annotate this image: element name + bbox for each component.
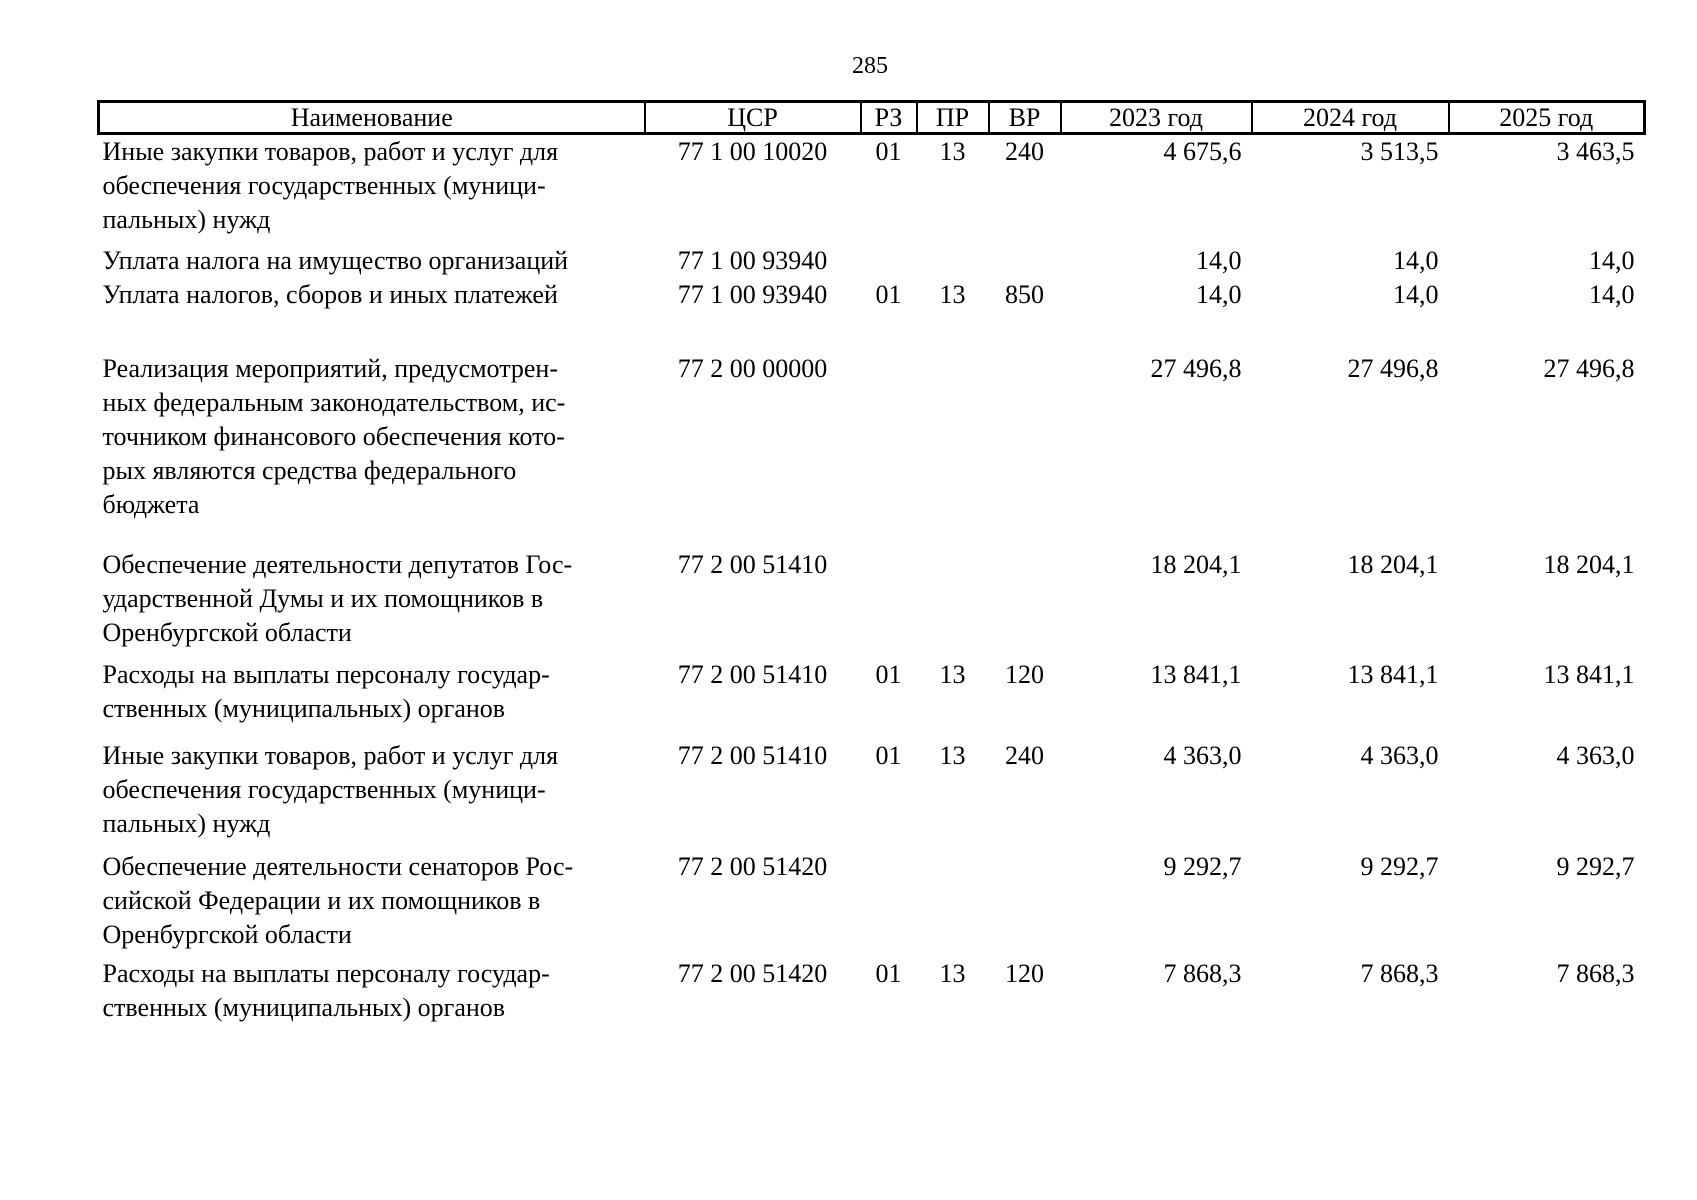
cell-pr: 13 bbox=[939, 280, 966, 309]
cell-rz: 01 bbox=[875, 137, 902, 166]
cell-rz bbox=[861, 312, 917, 522]
cell-name: Иные закупки товаров, работ и услуг для … bbox=[102, 741, 559, 838]
cell-2024: 13 841,1 bbox=[1347, 660, 1439, 689]
cell-2023: 13 841,1 bbox=[1150, 660, 1242, 689]
col-header-2025: 2025 год bbox=[1447, 100, 1646, 135]
cell-2024: 9 292,7 bbox=[1360, 852, 1439, 881]
cell-pr: 13 bbox=[939, 741, 966, 770]
cell-rz bbox=[861, 522, 917, 650]
cell-csr: 77 2 00 00000 bbox=[677, 354, 828, 383]
col-header-vr: ВР bbox=[987, 100, 1062, 135]
cell-vr: 240 bbox=[1005, 137, 1044, 166]
cell-vr: 120 bbox=[1005, 959, 1044, 988]
cell-vr bbox=[989, 312, 1061, 522]
table-row: Расходы на выплаты персоналу государ- ст… bbox=[99, 650, 1645, 726]
table-row: Обеспечение деятельности депутатов Гос- … bbox=[99, 522, 1645, 650]
cell-rz: 01 bbox=[875, 741, 902, 770]
cell-rz: 01 bbox=[875, 959, 902, 988]
cell-2023: 7 868,3 bbox=[1163, 959, 1242, 988]
col-header-csr: ЦСР bbox=[643, 100, 862, 135]
cell-vr bbox=[989, 522, 1061, 650]
cell-csr: 77 1 00 93940 bbox=[677, 280, 828, 309]
col-header-rz: РЗ bbox=[859, 100, 918, 135]
cell-2024: 4 363,0 bbox=[1360, 741, 1439, 770]
table-row: Уплата налога на имущество организаций 7… bbox=[99, 237, 1645, 278]
cell-2024: 14,0 bbox=[1393, 246, 1439, 275]
cell-rz bbox=[861, 841, 917, 952]
cell-2025: 27 496,8 bbox=[1543, 354, 1635, 383]
table-row: Иные закупки товаров, работ и услуг для … bbox=[99, 134, 1645, 238]
cell-vr: 240 bbox=[1005, 741, 1044, 770]
cell-2024: 18 204,1 bbox=[1347, 550, 1439, 579]
cell-2025: 7 868,3 bbox=[1556, 959, 1635, 988]
cell-2024: 7 868,3 bbox=[1360, 959, 1439, 988]
cell-vr: 850 bbox=[1005, 280, 1044, 309]
cell-pr bbox=[917, 237, 989, 278]
cell-name: Расходы на выплаты персоналу государ- ст… bbox=[102, 660, 550, 723]
cell-csr: 77 2 00 51410 bbox=[677, 741, 828, 770]
cell-2025: 18 204,1 bbox=[1543, 550, 1635, 579]
cell-csr: 77 2 00 51410 bbox=[677, 550, 828, 579]
cell-pr bbox=[917, 312, 989, 522]
cell-2024: 14,0 bbox=[1393, 280, 1439, 309]
cell-2023: 18 204,1 bbox=[1150, 550, 1242, 579]
table-row: Реализация мероприятий, предусмотрен- ны… bbox=[99, 312, 1645, 522]
cell-csr: 77 2 00 51410 bbox=[677, 660, 828, 689]
table-row: Уплата налогов, сборов и иных платежей 7… bbox=[99, 278, 1645, 312]
cell-name: Расходы на выплаты персоналу государ- ст… bbox=[102, 959, 550, 1022]
cell-name: Иные закупки товаров, работ и услуг для … bbox=[102, 137, 559, 234]
col-header-2023: 2023 год bbox=[1059, 100, 1253, 135]
cell-pr bbox=[917, 841, 989, 952]
cell-2024: 27 496,8 bbox=[1347, 354, 1439, 383]
cell-2023: 4 363,0 bbox=[1163, 741, 1242, 770]
cell-2023: 9 292,7 bbox=[1163, 852, 1242, 881]
cell-name: Обеспечение деятельности сенаторов Рос- … bbox=[102, 852, 574, 949]
cell-pr bbox=[917, 522, 989, 650]
table-header-row: Наименование ЦСР РЗ ПР ВР 2023 год 2024 … bbox=[97, 100, 1646, 135]
col-header-2024: 2024 год bbox=[1250, 100, 1450, 135]
cell-pr: 13 bbox=[939, 959, 966, 988]
table-row: Иные закупки товаров, работ и услуг для … bbox=[99, 726, 1645, 841]
cell-name: Уплата налога на имущество организаций bbox=[102, 246, 569, 275]
cell-pr: 13 bbox=[939, 137, 966, 166]
col-header-pr: ПР bbox=[915, 100, 990, 135]
cell-2023: 14,0 bbox=[1196, 280, 1242, 309]
table-row: Обеспечение деятельности сенаторов Рос- … bbox=[99, 841, 1645, 952]
cell-vr bbox=[989, 237, 1061, 278]
cell-rz bbox=[861, 237, 917, 278]
cell-2023: 4 675,6 bbox=[1163, 137, 1242, 166]
cell-2025: 13 841,1 bbox=[1543, 660, 1635, 689]
cell-2025: 9 292,7 bbox=[1556, 852, 1635, 881]
cell-csr: 77 1 00 93940 bbox=[677, 246, 828, 275]
cell-vr: 120 bbox=[1005, 660, 1044, 689]
cell-csr: 77 1 00 10020 bbox=[677, 137, 828, 166]
cell-2025: 14,0 bbox=[1589, 280, 1635, 309]
cell-vr bbox=[989, 841, 1061, 952]
cell-name: Обеспечение деятельности депутатов Гос- … bbox=[102, 550, 573, 647]
page-number: 285 bbox=[852, 53, 888, 79]
cell-name: Уплата налогов, сборов и иных платежей bbox=[102, 280, 558, 309]
cell-pr: 13 bbox=[939, 660, 966, 689]
cell-2025: 3 463,5 bbox=[1556, 137, 1635, 166]
cell-2023: 14,0 bbox=[1196, 246, 1242, 275]
cell-rz: 01 bbox=[875, 280, 902, 309]
table-body: Иные закупки товаров, работ и услуг для … bbox=[99, 134, 1645, 1026]
budget-table: Наименование ЦСР РЗ ПР ВР 2023 год 2024 … bbox=[97, 100, 1646, 1025]
cell-csr: 77 2 00 51420 bbox=[677, 959, 828, 988]
cell-rz: 01 bbox=[875, 660, 902, 689]
cell-2023: 27 496,8 bbox=[1150, 354, 1242, 383]
cell-2025: 4 363,0 bbox=[1556, 741, 1635, 770]
table-row: Расходы на выплаты персоналу государ- ст… bbox=[99, 952, 1645, 1025]
cell-csr: 77 2 00 51420 bbox=[677, 852, 828, 881]
col-header-name: Наименование bbox=[97, 100, 646, 135]
cell-name: Реализация мероприятий, предусмотрен- ны… bbox=[102, 354, 566, 519]
cell-2024: 3 513,5 bbox=[1360, 137, 1439, 166]
cell-2025: 14,0 bbox=[1589, 246, 1635, 275]
